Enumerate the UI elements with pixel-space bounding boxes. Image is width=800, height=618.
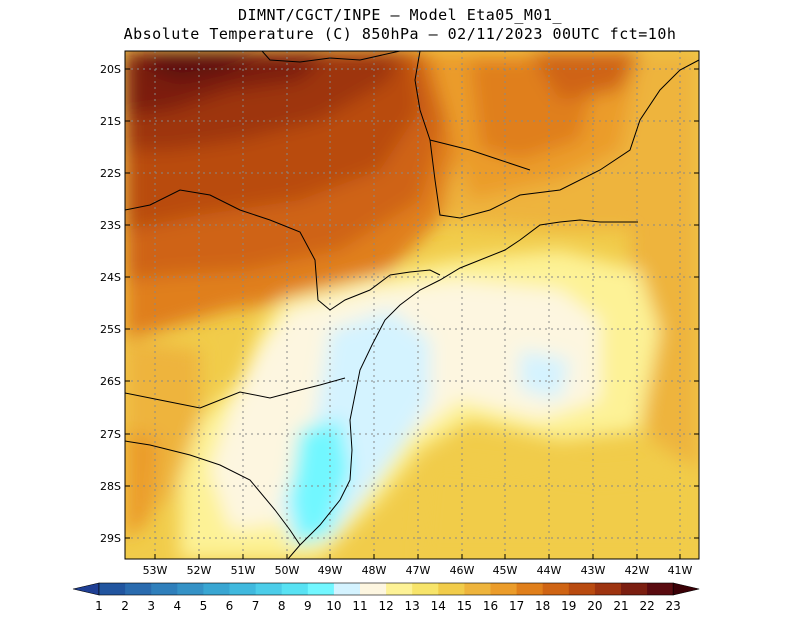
colorbar-label: 1 bbox=[95, 599, 103, 613]
colorbar-label: 5 bbox=[200, 599, 208, 613]
lon-label: 53W bbox=[143, 564, 168, 577]
colorbar-segment bbox=[490, 583, 518, 595]
lon-label: 43W bbox=[581, 564, 606, 577]
chart-title-line-1: DIMNT/CGCT/INPE – Model Eta05_M01_ bbox=[237, 6, 563, 24]
lon-label: 52W bbox=[187, 564, 212, 577]
colorbar-label: 16 bbox=[483, 599, 498, 613]
colorbar-label: 12 bbox=[378, 599, 393, 613]
lat-label: 20S bbox=[100, 63, 121, 76]
lat-label: 25S bbox=[100, 323, 121, 336]
colorbar-label: 10 bbox=[326, 599, 341, 613]
axis-ticks bbox=[125, 68, 699, 559]
colorbar-label: 11 bbox=[352, 599, 367, 613]
colorbar-label: 4 bbox=[173, 599, 181, 613]
lon-label: 44W bbox=[537, 564, 562, 577]
lon-label: 41W bbox=[668, 564, 693, 577]
colorbar-segment bbox=[281, 583, 309, 595]
colorbar-frame bbox=[98, 582, 674, 596]
colorbar-label: 3 bbox=[147, 599, 155, 613]
lat-label: 27S bbox=[100, 428, 121, 441]
colorbar-label: 14 bbox=[431, 599, 446, 613]
lat-label: 24S bbox=[100, 271, 121, 284]
lat-label: 23S bbox=[100, 219, 121, 232]
lat-label: 29S bbox=[100, 532, 121, 545]
colorbar-segment bbox=[464, 583, 491, 595]
colorbar-label: 6 bbox=[226, 599, 234, 613]
colorbar-label: 9 bbox=[304, 599, 312, 613]
lon-label: 48W bbox=[362, 564, 387, 577]
lon-label: 49W bbox=[318, 564, 343, 577]
lon-label: 42W bbox=[625, 564, 650, 577]
latitude-labels: 20S 21S 22S 23S 24S 25S 26S 27S 28S 29S bbox=[100, 63, 121, 545]
colorbar-segment bbox=[594, 583, 622, 595]
colorbar-label: 22 bbox=[639, 599, 654, 613]
colorbar-label: 17 bbox=[509, 599, 524, 613]
colorbar-segment bbox=[333, 583, 361, 595]
coastline-and-borders bbox=[125, 51, 699, 559]
lon-label: 45W bbox=[493, 564, 518, 577]
plot-frame bbox=[124, 50, 700, 560]
colorbar-segment bbox=[412, 583, 439, 595]
colorbar-segment bbox=[229, 583, 257, 595]
colorbar-segment bbox=[151, 583, 178, 595]
colorbar-label: 21 bbox=[613, 599, 628, 613]
colorbar-label: 7 bbox=[252, 599, 260, 613]
colorbar: 1 2 3 4 5 6 7 8 9 10 11 12 13 14 15 16 17 18 19 20 21 22 23 bbox=[72, 582, 700, 613]
colorbar-segment bbox=[360, 583, 387, 595]
longitude-labels: 53W 52W 51W 50W 49W 48W 47W 46W 45W 44W … bbox=[143, 564, 693, 577]
map-gridlines bbox=[125, 51, 699, 559]
colorbar-label: 18 bbox=[535, 599, 550, 613]
colorbar-label: 8 bbox=[278, 599, 286, 613]
colorbar-label: 23 bbox=[666, 599, 681, 613]
colorbar-segment bbox=[177, 583, 204, 595]
lon-label: 47W bbox=[406, 564, 431, 577]
colorbar-segment bbox=[255, 583, 283, 595]
lat-label: 26S bbox=[100, 375, 121, 388]
chart-title-line-2: Absolute Temperature (C) 850hPa – 02/11/… bbox=[123, 25, 677, 43]
colorbar-segment bbox=[386, 583, 413, 595]
colorbar-label: 2 bbox=[121, 599, 129, 613]
colorbar-label: 13 bbox=[405, 599, 420, 613]
colorbar-segment bbox=[647, 583, 674, 595]
lat-label: 21S bbox=[100, 115, 121, 128]
colorbar-segment bbox=[621, 583, 648, 595]
temperature-field bbox=[125, 51, 699, 559]
colorbar-label: 20 bbox=[587, 599, 602, 613]
lat-label: 28S bbox=[100, 480, 121, 493]
colorbar-segment bbox=[516, 583, 544, 595]
colorbar-segment bbox=[438, 583, 465, 595]
colorbar-segment bbox=[307, 583, 335, 595]
colorbar-segment bbox=[203, 583, 230, 595]
colorbar-segment bbox=[125, 583, 152, 595]
colorbar-segment bbox=[542, 583, 570, 595]
colorbar-left-arrow bbox=[72, 582, 100, 596]
colorbar-label: 15 bbox=[457, 599, 472, 613]
lon-label: 51W bbox=[231, 564, 256, 577]
colorbar-right-arrow bbox=[672, 582, 700, 596]
colorbar-label: 19 bbox=[561, 599, 576, 613]
colorbar-segment bbox=[568, 583, 596, 595]
lon-label: 46W bbox=[450, 564, 475, 577]
lat-label: 22S bbox=[100, 167, 121, 180]
lon-label: 50W bbox=[275, 564, 300, 577]
colorbar-segment bbox=[99, 583, 126, 595]
